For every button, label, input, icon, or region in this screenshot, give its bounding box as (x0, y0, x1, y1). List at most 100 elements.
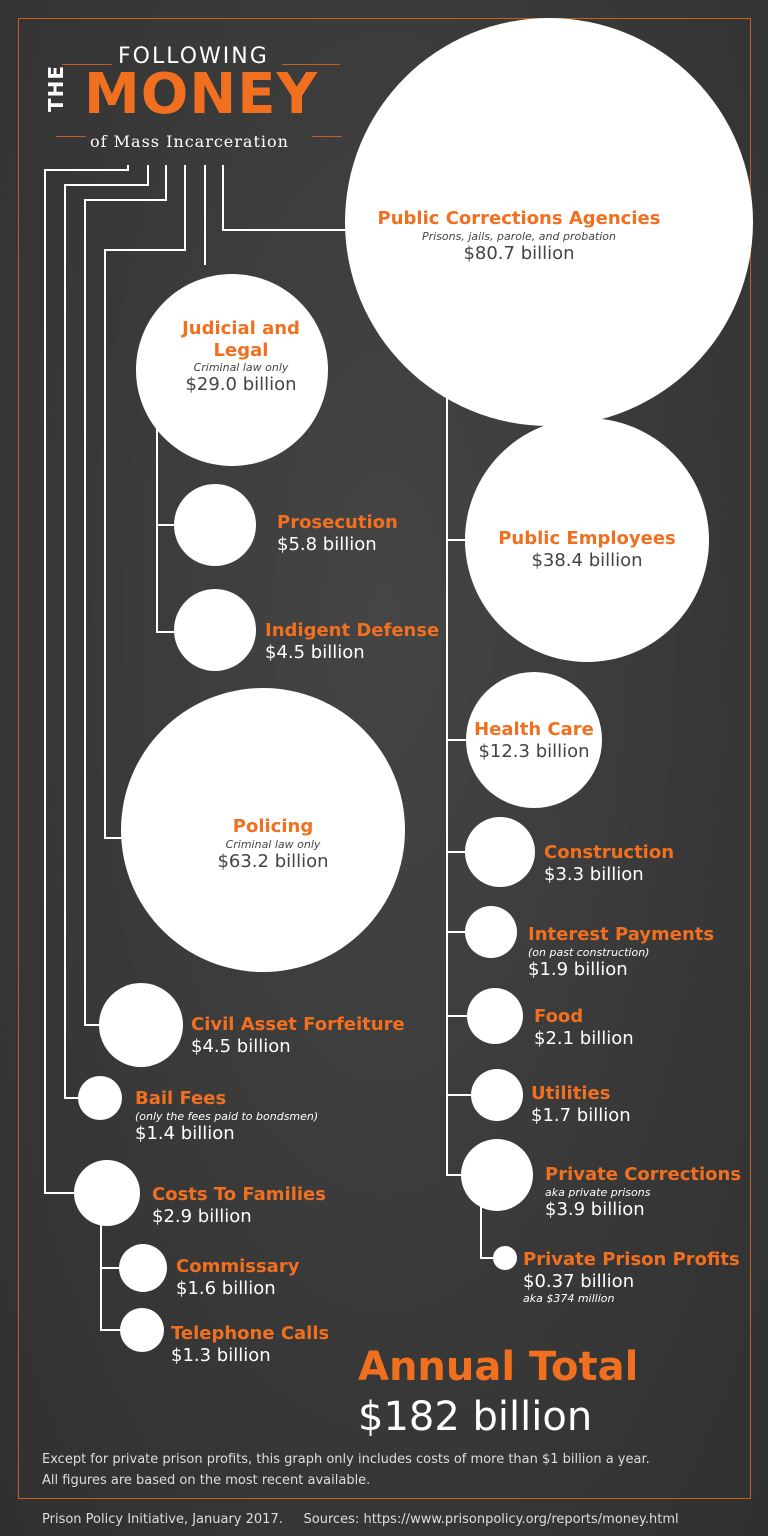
connector (446, 360, 462, 1176)
footnote-line: Except for private prison profits, this … (42, 1452, 650, 1467)
value: $1.3 billion (171, 1344, 271, 1366)
bubble-commissary (119, 1244, 167, 1292)
label-construction: Construction $3.3 billion (544, 842, 674, 885)
bubble-civil-asset (99, 983, 183, 1067)
connector (222, 165, 350, 231)
bubble-health (466, 672, 602, 808)
title: Health Care (474, 719, 594, 740)
title: Construction (544, 842, 675, 863)
bubble-telephone (120, 1308, 164, 1352)
label-employees: Public Employees $38.4 billion (487, 528, 687, 571)
footnote: Except for private prison profits, this … (42, 1450, 650, 1492)
subtitle: Criminal law only (193, 361, 289, 375)
label-judicial: Judicial and Legal Criminal law only $29… (166, 318, 316, 396)
value: $3.3 billion (544, 863, 644, 885)
bubble-judicial (136, 274, 328, 466)
header-the: THE (44, 64, 68, 112)
title: Food (534, 1006, 584, 1027)
label-food: Food $2.1 billion (534, 1006, 634, 1049)
bubble-employees (465, 418, 709, 662)
title: Civil Asset Forfeiture (191, 1014, 405, 1035)
value: $1.7 billion (531, 1104, 631, 1126)
value: $80.7 billion (463, 242, 575, 264)
title: Private Corrections (545, 1164, 742, 1185)
title: Policing (232, 816, 314, 837)
label-civil-asset: Civil Asset Forfeiture $4.5 billion (191, 1014, 405, 1057)
label-indigent: Indigent Defense $4.5 billion (265, 620, 439, 663)
label-private-corrections: Private Corrections aka private prisons … (545, 1164, 741, 1220)
title: Private Prison Profits (523, 1249, 740, 1270)
bubble-utilities (471, 1069, 523, 1121)
bubble-prosecution (174, 484, 256, 566)
value: $1.9 billion (528, 958, 628, 980)
value: $3.9 billion (545, 1198, 645, 1220)
value: $12.3 billion (478, 740, 590, 762)
label-interest: Interest Payments (on past construction)… (528, 924, 714, 980)
frame-border (18, 18, 751, 1499)
title: Telephone Calls (171, 1323, 330, 1344)
connector (104, 165, 186, 839)
title: Prosecution (277, 512, 398, 533)
value: $5.8 billion (277, 533, 377, 555)
bubble-families (74, 1160, 140, 1226)
connector (44, 165, 129, 1194)
value: $63.2 billion (217, 850, 329, 872)
title: Costs To Families (152, 1184, 326, 1205)
connector (156, 420, 176, 633)
label-bail: Bail Fees (only the fees paid to bondsme… (135, 1088, 318, 1144)
header-rule (282, 64, 340, 65)
bubble-food (467, 988, 523, 1044)
label-commissary: Commissary $1.6 billion (176, 1256, 299, 1299)
header-rule (312, 136, 342, 137)
header-money: MONEY (84, 62, 319, 127)
value: $29.0 billion (185, 374, 297, 396)
footnote-line: All figures are based on the most recent… (42, 1472, 371, 1488)
title: Interest Payments (528, 924, 715, 945)
subtitle: aka $374 million (523, 1292, 615, 1306)
value: $1.4 billion (135, 1122, 235, 1144)
value: $4.5 billion (265, 641, 365, 663)
header-rule (62, 64, 112, 65)
bubble-private-profits (493, 1246, 517, 1270)
title: Public Employees (498, 528, 676, 549)
footer-credit: Prison Policy Initiative, January 2017. (42, 1512, 283, 1527)
connector (64, 165, 149, 1099)
value: $2.9 billion (152, 1205, 252, 1227)
subtitle: (on past construction) (528, 945, 650, 959)
label-prosecution: Prosecution $5.8 billion (277, 512, 398, 555)
header-following: FOLLOWING (118, 44, 269, 69)
title: Judicial and Legal (182, 318, 300, 361)
title: Public Corrections Agencies (377, 208, 661, 229)
bubble-bail (78, 1076, 122, 1120)
annual-total-value: $182 billion (358, 1394, 593, 1440)
bubble-private-corrections (461, 1139, 533, 1211)
annual-total-label: Annual Total (358, 1344, 639, 1390)
label-health: Health Care $12.3 billion (464, 719, 604, 762)
subtitle: (only the fees paid to bondsmen) (135, 1109, 319, 1123)
subtitle: aka private prisons (545, 1185, 651, 1199)
bubble-interest (465, 906, 517, 958)
bubble-public-corrections (345, 18, 753, 426)
subtitle: Criminal law only (225, 837, 321, 851)
header-subtitle: of Mass Incarceration (90, 132, 289, 151)
value: $4.5 billion (191, 1035, 291, 1057)
label-families: Costs To Families $2.9 billion (152, 1184, 326, 1227)
bubble-indigent (174, 589, 256, 671)
subtitle: Prisons, jails, parole, and probation (421, 229, 616, 243)
title: Commissary (176, 1256, 300, 1277)
title: Utilities (531, 1083, 611, 1104)
label-private-profits: Private Prison Profits $0.37 billion aka… (523, 1249, 740, 1305)
label-utilities: Utilities $1.7 billion (531, 1083, 631, 1126)
connector-lines (44, 165, 494, 1331)
label-policing: Policing Criminal law only $63.2 billion (173, 816, 373, 872)
header-rule (56, 136, 86, 137)
label-telephone: Telephone Calls $1.3 billion (171, 1323, 329, 1366)
connector (480, 1205, 494, 1259)
footer: Prison Policy Initiative, January 2017. … (42, 1512, 679, 1527)
bubble-policing (121, 688, 405, 972)
connector (84, 165, 167, 1026)
title: Bail Fees (135, 1088, 227, 1109)
bubble-construction (465, 817, 535, 887)
